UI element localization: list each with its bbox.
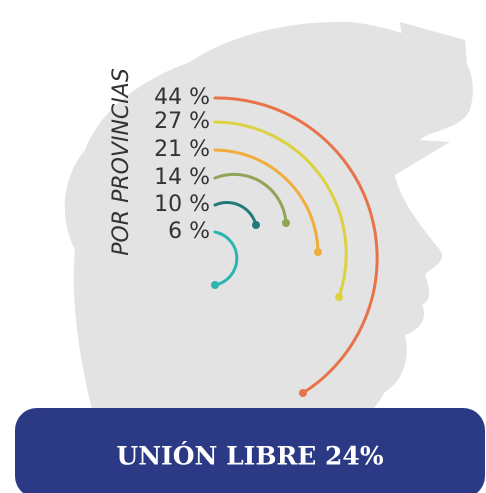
arc-end-dot — [282, 219, 290, 227]
value-label: 10 % — [154, 192, 210, 217]
value-label: 14 % — [154, 165, 210, 190]
value-label: 21 % — [154, 137, 210, 162]
value-label: 6 % — [168, 219, 210, 244]
miner-silhouette — [64, 21, 473, 412]
helmet-lamp — [400, 22, 470, 110]
arc — [213, 96, 379, 395]
axis-title: POR PROVINCIAS — [109, 68, 134, 256]
value-label: 44 % — [154, 85, 210, 110]
arc — [213, 201, 258, 227]
banner — [15, 408, 485, 493]
helmet-strap — [74, 158, 101, 312]
arc-end-dot — [211, 281, 219, 289]
banner-title: UNIÓN LIBRE 24% — [116, 442, 383, 471]
value-label: 27 % — [154, 109, 210, 134]
arc-end-dot — [314, 248, 322, 256]
arc-end-dot — [252, 221, 260, 229]
arc-end-dot — [335, 293, 343, 301]
arc-end-dot — [299, 389, 307, 397]
arc — [213, 148, 320, 254]
arc — [213, 120, 348, 299]
arc — [213, 230, 239, 287]
arc — [213, 172, 288, 225]
